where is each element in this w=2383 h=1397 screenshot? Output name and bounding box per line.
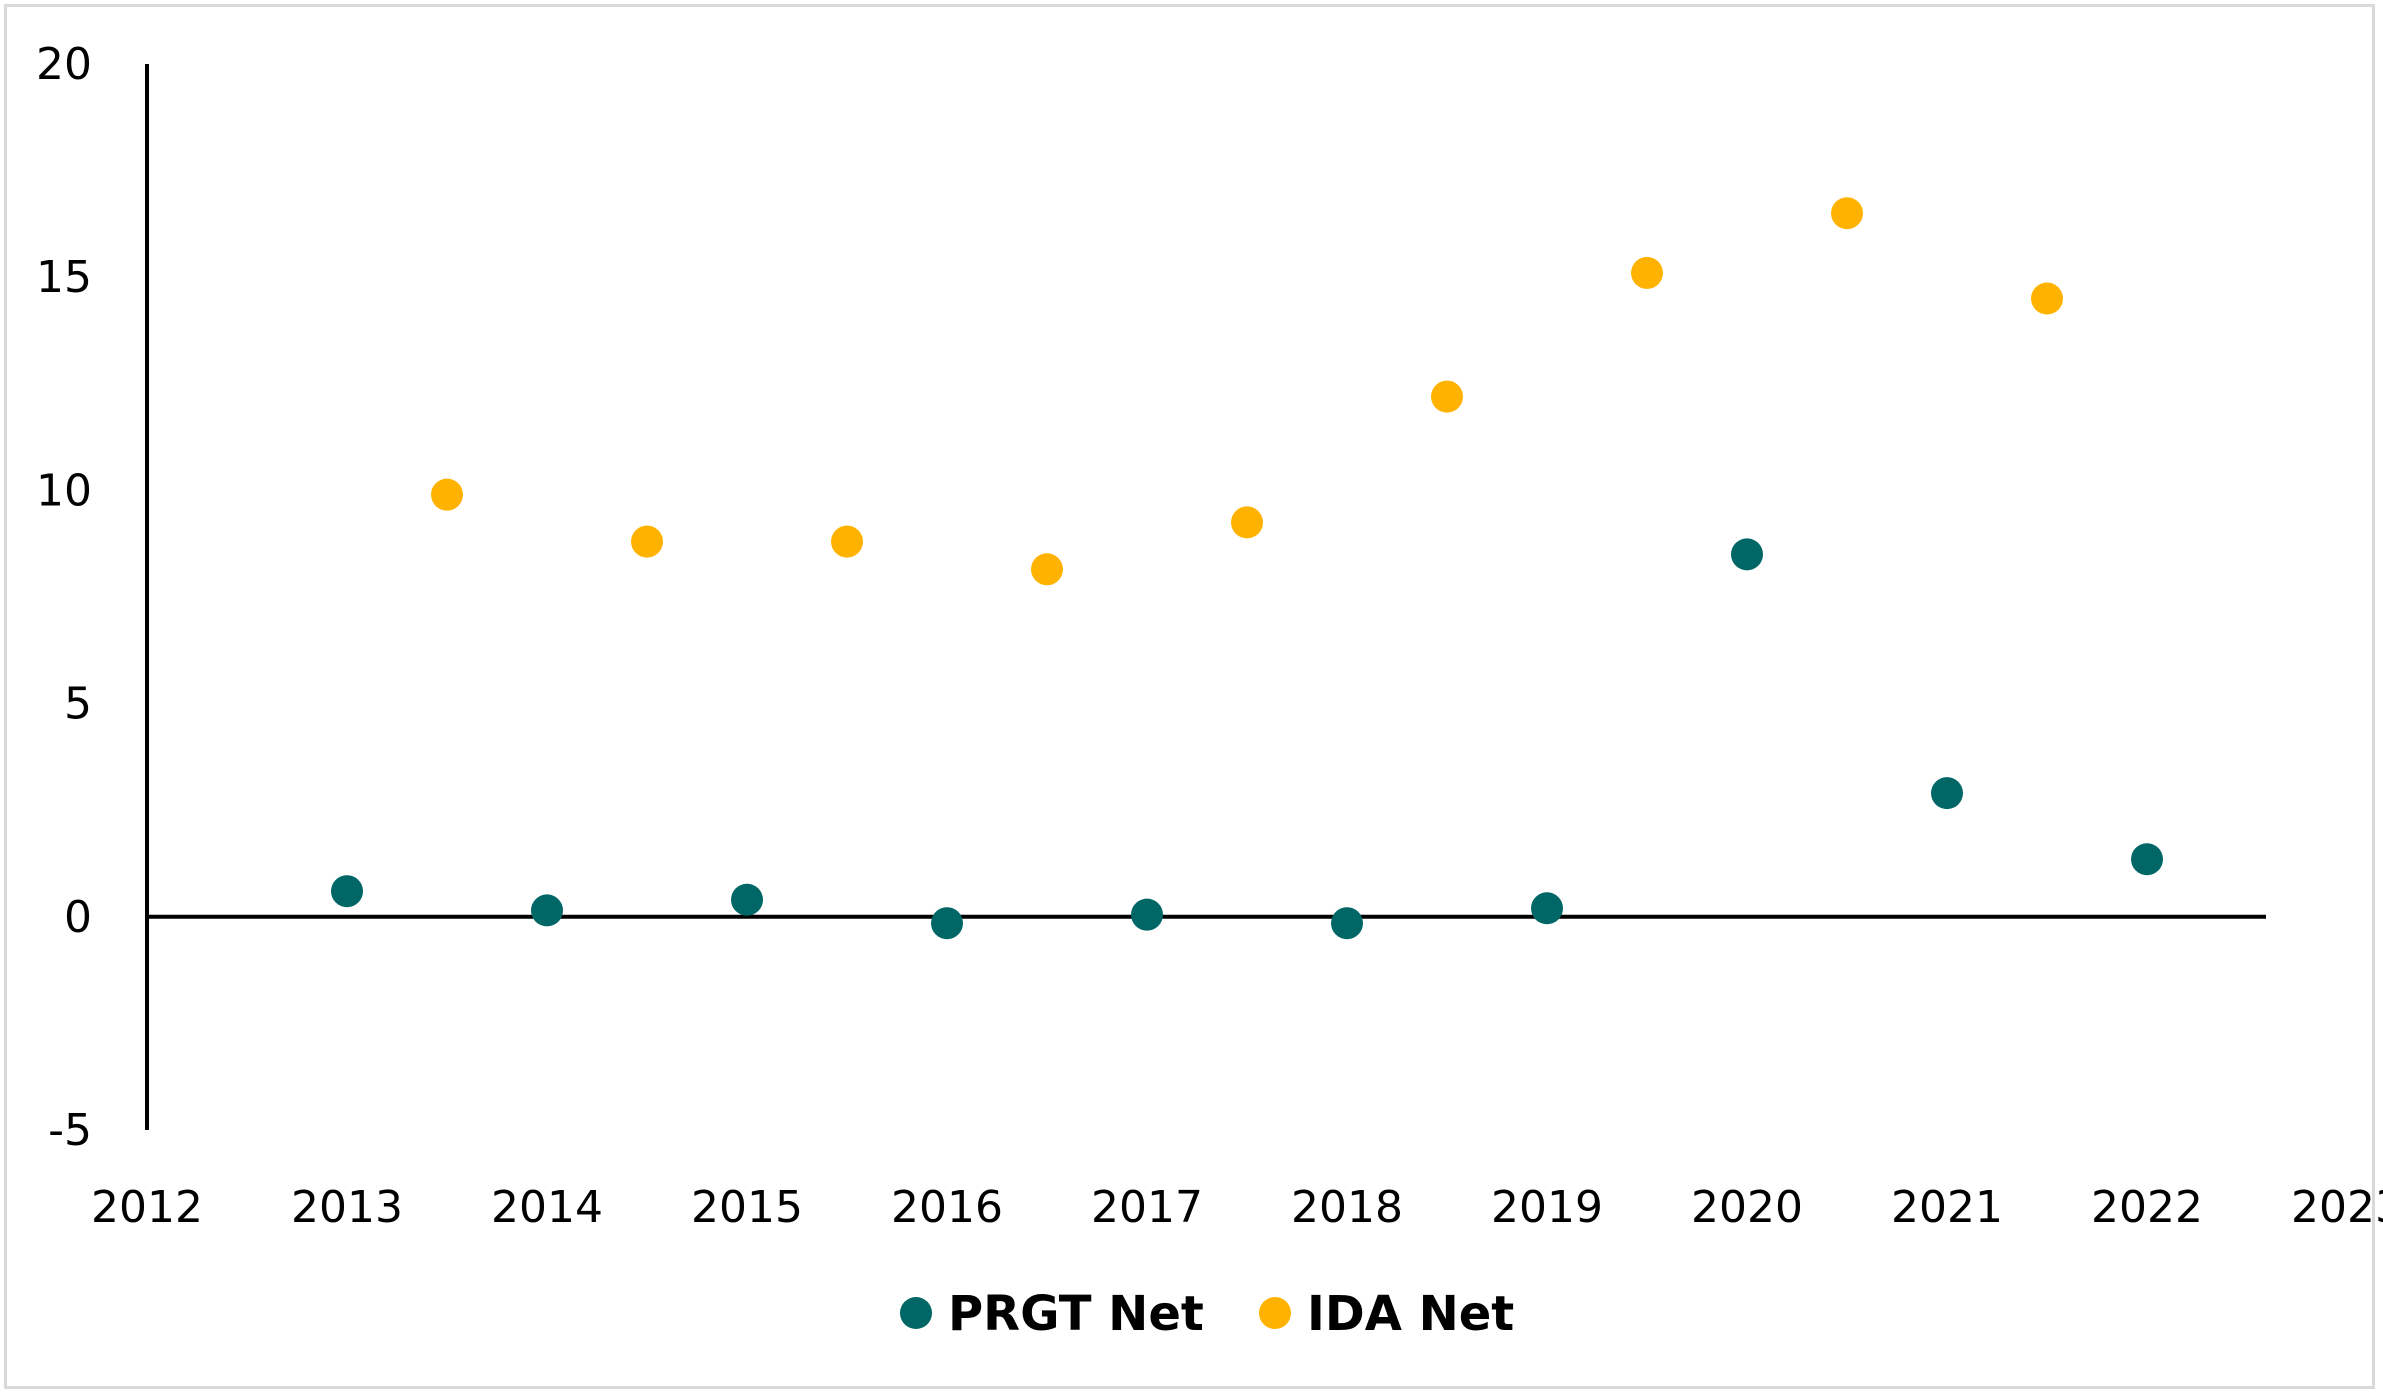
data-point-ida-net (831, 525, 863, 558)
data-point-ida-net (1031, 553, 1063, 586)
legend-label-ida-net: IDA Net (1307, 1286, 1514, 1342)
data-point-prgt-net (1731, 538, 1763, 571)
data-point-prgt-net (1331, 907, 1363, 940)
x-tick-label: 2023 (2291, 1182, 2383, 1233)
data-point-ida-net (631, 525, 663, 558)
legend-label-prgt-net: PRGT Net (948, 1286, 1204, 1342)
legend-marker-ida-net (1259, 1297, 1291, 1329)
data-point-ida-net (1631, 256, 1663, 289)
legend: PRGT Net IDA Net (900, 1286, 1514, 1342)
x-tick-label: 2021 (1891, 1182, 2003, 1233)
x-tick-label: 2016 (891, 1182, 1003, 1233)
data-point-prgt-net (731, 883, 763, 916)
y-tick-label: 5 (64, 679, 92, 730)
y-tick-label: 10 (36, 465, 92, 516)
data-point-prgt-net (1131, 898, 1163, 931)
x-tick-label: 2022 (2091, 1182, 2203, 1233)
x-tick-label: 2015 (691, 1182, 803, 1233)
data-point-prgt-net (1531, 892, 1563, 925)
x-tick-label: 2019 (1491, 1182, 1603, 1233)
data-point-prgt-net (931, 907, 963, 940)
x-tick-label: 2012 (91, 1182, 203, 1233)
data-points (331, 197, 2163, 940)
data-point-ida-net (1831, 197, 1863, 230)
x-tick-label: 2017 (1091, 1182, 1203, 1233)
y-tick-label: -5 (48, 1105, 92, 1156)
y-tick-label: 15 (36, 252, 92, 303)
x-tick-label: 2014 (491, 1182, 603, 1233)
data-point-prgt-net (2131, 843, 2163, 876)
data-point-prgt-net (531, 894, 563, 927)
x-tick-label: 2013 (291, 1182, 403, 1233)
data-point-prgt-net (1931, 777, 1963, 810)
x-tick-label: 2020 (1691, 1182, 1803, 1233)
data-point-ida-net (1431, 380, 1463, 413)
y-tick-label: 0 (64, 892, 92, 943)
chart-frame (4, 4, 2375, 1389)
data-point-ida-net (2031, 282, 2063, 315)
data-point-ida-net (431, 478, 463, 511)
y-tick-label: 20 (36, 39, 92, 90)
data-point-ida-net (1231, 506, 1263, 539)
x-tick-label: 2018 (1291, 1182, 1403, 1233)
data-point-prgt-net (331, 875, 363, 908)
legend-marker-prgt-net (900, 1297, 932, 1329)
